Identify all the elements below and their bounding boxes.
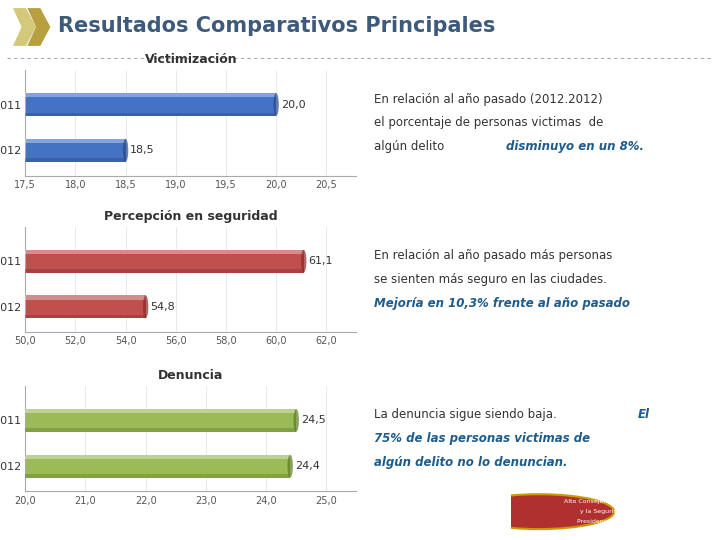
Bar: [25, 295, 145, 300]
Bar: [25, 112, 276, 116]
Ellipse shape: [143, 295, 148, 319]
Bar: [25, 249, 304, 254]
Text: 61,1: 61,1: [308, 256, 333, 266]
Bar: [25, 409, 296, 413]
Title: Victimización: Victimización: [145, 53, 237, 66]
Ellipse shape: [274, 93, 279, 116]
Text: algún delito: algún delito: [374, 140, 449, 153]
Text: disminuyo en un 8%.: disminuyo en un 8%.: [506, 140, 644, 153]
Bar: [25, 295, 145, 319]
Ellipse shape: [123, 139, 128, 162]
Text: 20,0: 20,0: [281, 99, 305, 110]
Polygon shape: [13, 8, 36, 46]
Ellipse shape: [287, 455, 293, 478]
Text: 24,5: 24,5: [301, 415, 325, 426]
Text: Alto Consejería para la Convivencia: Alto Consejería para la Convivencia: [564, 499, 676, 504]
Bar: [25, 474, 290, 478]
Text: Presidencia de la República: Presidencia de la República: [577, 519, 663, 524]
Ellipse shape: [294, 409, 299, 432]
Bar: [25, 249, 304, 273]
Bar: [25, 455, 290, 459]
Text: La denuncia sigue siendo baja.: La denuncia sigue siendo baja.: [374, 408, 561, 422]
Title: Percepción en seguridad: Percepción en seguridad: [104, 210, 278, 223]
Circle shape: [464, 494, 614, 529]
Text: En relación al año pasado (2012.2012): En relación al año pasado (2012.2012): [374, 92, 603, 106]
Bar: [25, 315, 145, 319]
Bar: [25, 428, 296, 432]
Text: 54,8: 54,8: [150, 302, 175, 312]
Text: En relación al año pasado más personas: En relación al año pasado más personas: [374, 249, 613, 262]
Bar: [25, 93, 276, 116]
Bar: [25, 269, 304, 273]
Polygon shape: [27, 8, 50, 46]
Text: 18,5: 18,5: [130, 145, 155, 156]
Bar: [25, 93, 276, 97]
Ellipse shape: [301, 249, 307, 273]
Text: y la Seguridad Ciudadana: y la Seguridad Ciudadana: [580, 509, 661, 514]
Title: Denuncia: Denuncia: [158, 369, 223, 382]
Bar: [25, 409, 296, 432]
Text: El: El: [638, 408, 650, 422]
Bar: [25, 139, 125, 143]
Text: el porcentaje de personas victimas  de: el porcentaje de personas victimas de: [374, 116, 603, 130]
Bar: [25, 158, 125, 162]
Text: 24,4: 24,4: [294, 461, 320, 471]
Bar: [25, 139, 125, 162]
Text: se sienten más seguro en las ciudades.: se sienten más seguro en las ciudades.: [374, 273, 607, 286]
Text: algún delito no lo denuncian.: algún delito no lo denuncian.: [374, 456, 568, 469]
Text: Mejoría en 10,3% frente al año pasado: Mejoría en 10,3% frente al año pasado: [374, 296, 630, 310]
Bar: [25, 455, 290, 478]
Text: Resultados Comparativos Principales: Resultados Comparativos Principales: [58, 16, 495, 36]
Text: 75% de las personas victimas de: 75% de las personas victimas de: [374, 432, 590, 445]
